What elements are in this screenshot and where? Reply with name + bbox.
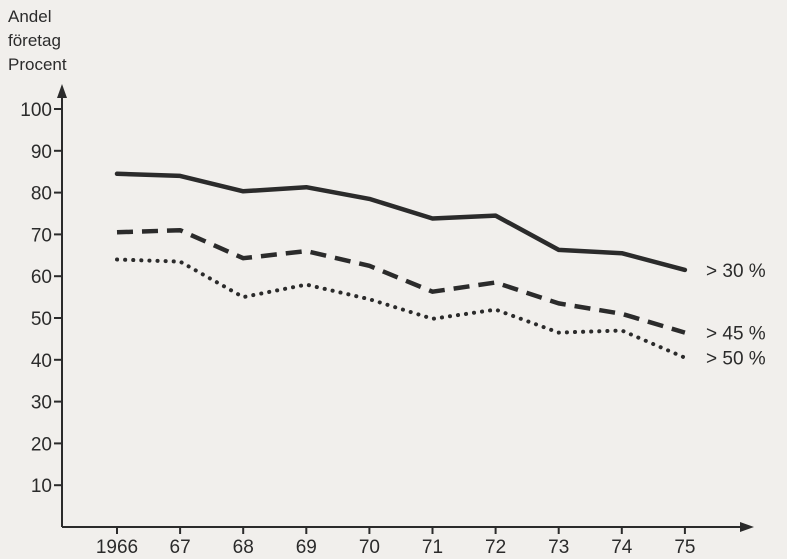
labels-layer: > 30 % > 45 % > 50 % [706, 261, 766, 370]
series-line-1 [114, 171, 688, 273]
series-label-3: > 50 % [706, 349, 766, 370]
x-axis-arrow [740, 522, 754, 532]
x-tick-label-1972: 72 [485, 537, 506, 558]
y-axis-title-line-3: Procent [8, 55, 67, 74]
x-tick-label-1966: 1966 [96, 537, 138, 558]
series-label-2: > 45 % [706, 324, 766, 345]
x-tick-label-1974: 74 [611, 537, 633, 558]
x-tick-label-1970: 70 [359, 537, 380, 558]
y-tick-label-50: 50 [31, 309, 52, 330]
x-tick-label-1973: 73 [548, 537, 569, 558]
y-axis-title: Andel företag Procent [8, 7, 67, 74]
axes: 10 20 30 40 50 60 70 80 90 100 1966 67 68 69 70 71 72 73 7… [20, 84, 754, 558]
y-tick-label-80: 80 [31, 184, 52, 205]
x-tick-label-1967: 67 [170, 537, 191, 558]
y-axis-title-line-2: företag [8, 31, 61, 50]
y-tick-label-70: 70 [31, 225, 52, 246]
y-tick-label-100: 100 [20, 100, 52, 121]
y-tick-label-90: 90 [31, 142, 52, 163]
x-tick-label-1975: 75 [674, 537, 695, 558]
y-tick-label-10: 10 [31, 476, 52, 497]
y-tick-label-40: 40 [31, 351, 52, 372]
series-label-1: > 30 % [706, 261, 766, 282]
x-tick-label-1971: 71 [422, 537, 443, 558]
y-tick-label-20: 20 [31, 434, 52, 455]
series-line-3 [115, 257, 687, 360]
y-axis-title-line-1: Andel [8, 7, 51, 26]
y-tick-label-60: 60 [31, 267, 52, 288]
series-layer [114, 171, 688, 360]
x-tick-label-1968: 68 [233, 537, 254, 558]
y-tick-label-30: 30 [31, 393, 52, 414]
series-line-2 [116, 227, 686, 335]
y-axis-arrow [57, 84, 67, 98]
x-tick-label-1969: 69 [296, 537, 317, 558]
